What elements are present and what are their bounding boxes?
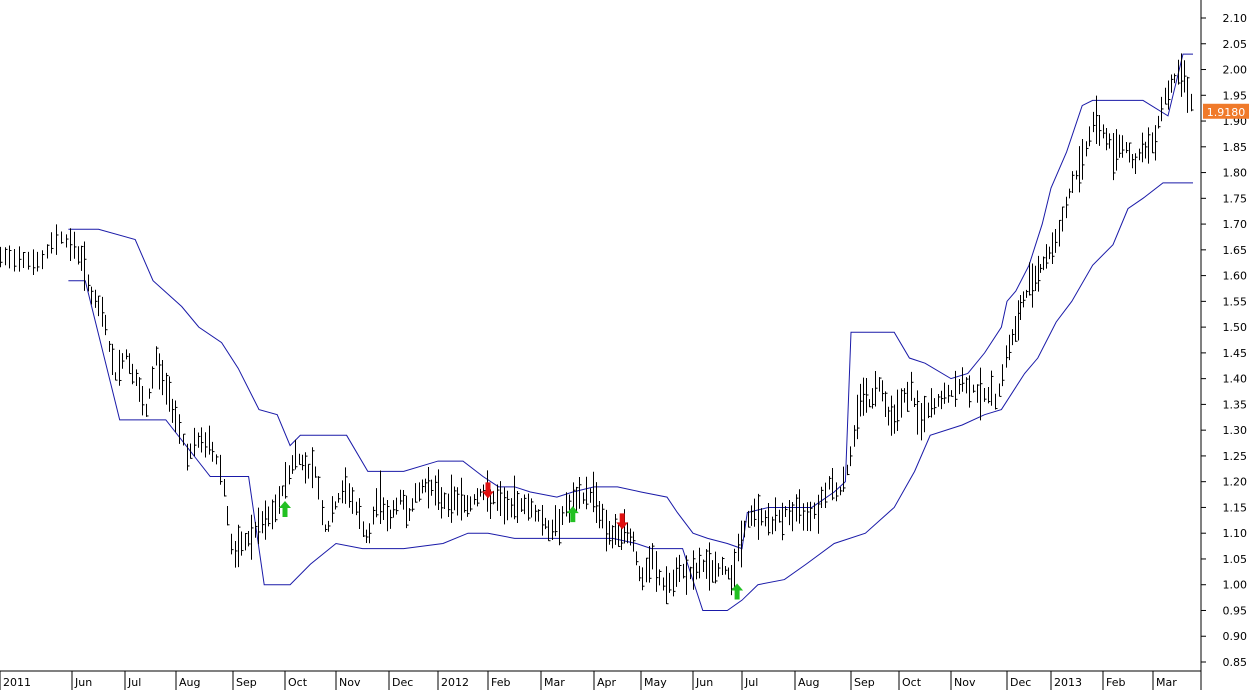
- x-tick-label: May: [644, 676, 667, 689]
- sell-signal-arrow: [482, 482, 494, 499]
- x-tick-label: Nov: [339, 676, 361, 689]
- x-tick-label: 2011: [3, 676, 31, 689]
- x-tick-label: Sep: [854, 676, 875, 689]
- x-tick-label: Sep: [236, 676, 257, 689]
- x-tick-label: Aug: [179, 676, 200, 689]
- y-tick-label: 1.50: [1223, 321, 1248, 334]
- x-axis: 2011 Jun Jul Aug Sep Oct Nov Dec 2012 Feb Mar Apr Ma…: [0, 671, 1177, 690]
- y-tick-label: 0.95: [1223, 604, 1248, 617]
- y-tick-label: 1.85: [1223, 141, 1248, 154]
- x-tick-label: 2012: [441, 676, 469, 689]
- x-tick-label: Dec: [1010, 676, 1031, 689]
- y-tick-label: 1.05: [1223, 553, 1248, 566]
- y-tick-label: 1.20: [1223, 476, 1248, 489]
- x-tick-label: Aug: [798, 676, 819, 689]
- x-tick-label: Apr: [597, 676, 617, 689]
- buy-signal-arrow: [566, 506, 579, 523]
- y-tick-label: 1.75: [1223, 192, 1248, 205]
- buy-signal-arrow: [279, 501, 291, 518]
- x-tick-label: Mar: [544, 676, 565, 689]
- last-price-tag: 1.9180: [1203, 103, 1249, 119]
- y-tick-label: 1.65: [1223, 244, 1248, 257]
- y-tick-label: 1.25: [1223, 450, 1248, 463]
- x-tick-label: Feb: [491, 676, 510, 689]
- y-tick-label: 1.95: [1223, 89, 1248, 102]
- x-tick-label: Nov: [954, 676, 976, 689]
- x-tick-label: Oct: [902, 676, 922, 689]
- y-tick-label: 1.10: [1223, 527, 1248, 540]
- y-tick-label: 2.00: [1223, 64, 1248, 77]
- x-tick-label: Dec: [392, 676, 413, 689]
- x-tick-label: 2013: [1054, 676, 1082, 689]
- y-tick-label: 0.85: [1223, 656, 1248, 669]
- signal-arrows: [279, 482, 744, 600]
- x-tick-label: Feb: [1106, 676, 1125, 689]
- y-tick-label: 1.70: [1223, 218, 1248, 231]
- last-price-box: [1203, 103, 1249, 119]
- x-tick-label: Oct: [288, 676, 308, 689]
- y-tick-label: 1.45: [1223, 347, 1248, 360]
- buy-signal-arrow: [731, 583, 744, 600]
- y-tick-label: 1.40: [1223, 373, 1248, 386]
- y-tick-label: 1.30: [1223, 424, 1248, 437]
- y-tick-label: 2.05: [1223, 38, 1248, 51]
- y-tick-label: 1.55: [1223, 295, 1248, 308]
- last-price-label: 1.9180: [1207, 106, 1246, 119]
- sell-signal-arrow: [616, 513, 629, 530]
- y-tick-label: 1.00: [1223, 579, 1248, 592]
- y-tick-label: 1.35: [1223, 398, 1248, 411]
- x-tick-label: Jun: [74, 676, 92, 689]
- lower-channel-line: [68, 182, 1193, 611]
- x-tick-label: Jul: [744, 676, 758, 689]
- y-tick-label: 1.15: [1223, 501, 1248, 514]
- y-axis: 2.102.052.001.951.901.851.801.751.701.65…: [1201, 12, 1247, 669]
- y-tick-label: 1.80: [1223, 167, 1248, 180]
- y-tick-label: 2.10: [1223, 12, 1248, 25]
- x-tick-label: Jul: [127, 676, 141, 689]
- x-tick-label: Mar: [1156, 676, 1177, 689]
- x-tick-label: Jun: [695, 676, 713, 689]
- y-tick-label: 1.60: [1223, 270, 1248, 283]
- y-tick-label: 0.90: [1223, 630, 1248, 643]
